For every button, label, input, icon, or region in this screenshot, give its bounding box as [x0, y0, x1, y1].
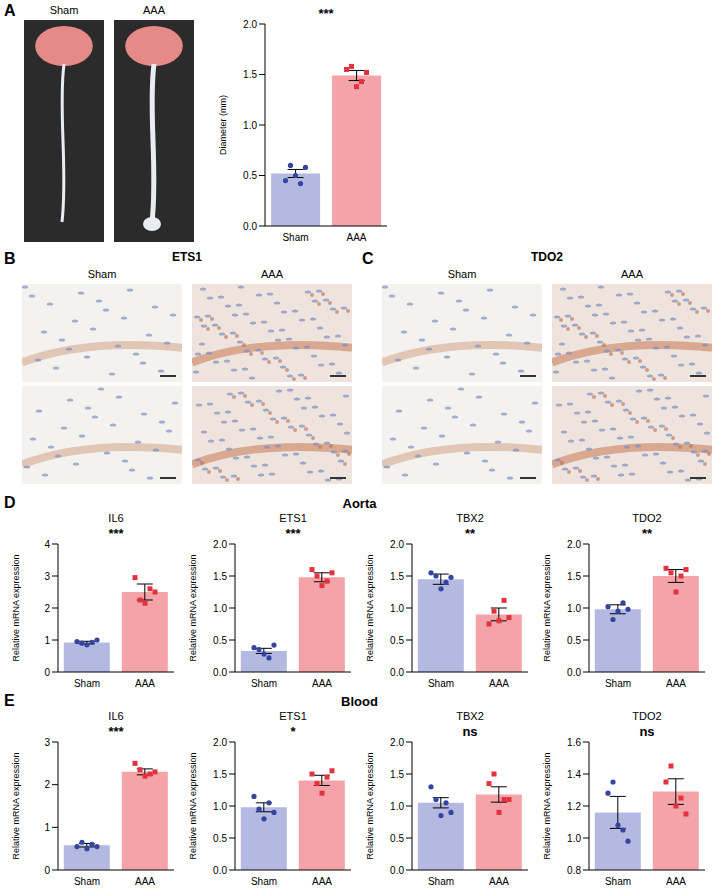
- html-text:TBX2: TBX2: [456, 710, 484, 722]
- svg-text:1.0: 1.0: [243, 120, 257, 131]
- html-text:Sham: Sham: [447, 268, 477, 280]
- html-text:IL6: IL6: [108, 512, 124, 524]
- svg-text:1.6: 1.6: [567, 737, 581, 748]
- svg-text:Sham: Sham: [251, 876, 277, 887]
- html-text:E: E: [4, 692, 15, 709]
- svg-text:1.5: 1.5: [390, 571, 404, 582]
- svg-text:AAA: AAA: [135, 678, 155, 689]
- svg-text:1.0: 1.0: [567, 833, 581, 844]
- svg-text:0.5: 0.5: [213, 833, 227, 844]
- svg-text:AAA: AAA: [489, 876, 509, 887]
- svg-text:Relative mRNA expression: Relative mRNA expression: [542, 554, 552, 661]
- svg-text:2.0: 2.0: [213, 737, 227, 748]
- svg-text:AAA: AAA: [312, 678, 332, 689]
- svg-text:2.0: 2.0: [243, 19, 257, 30]
- svg-text:Sham: Sham: [428, 678, 454, 689]
- svg-text:0.5: 0.5: [390, 833, 404, 844]
- svg-text:1.0: 1.0: [567, 603, 581, 614]
- svg-text:2: 2: [44, 603, 50, 614]
- svg-text:0.8: 0.8: [567, 865, 581, 876]
- svg-text:1: 1: [44, 635, 50, 646]
- svg-text:2.0: 2.0: [567, 539, 581, 550]
- svg-text:4: 4: [44, 539, 50, 550]
- svg-text:1: 1: [44, 822, 50, 833]
- svg-text:Sham: Sham: [282, 232, 308, 243]
- html-text:ETS1: ETS1: [279, 710, 307, 722]
- html-text:B: B: [4, 250, 16, 267]
- html-text:AAA: AAA: [621, 268, 643, 280]
- svg-text:AAA: AAA: [312, 876, 332, 887]
- html-text:ETS1: ETS1: [172, 250, 202, 264]
- svg-text:0: 0: [44, 667, 50, 678]
- svg-text:2.0: 2.0: [390, 539, 404, 550]
- svg-text:Relative mRNA expression: Relative mRNA expression: [188, 554, 198, 661]
- svg-text:Relative mRNA expression: Relative mRNA expression: [365, 554, 375, 661]
- svg-text:AAA: AAA: [489, 678, 509, 689]
- html-text:AAA: AAA: [143, 4, 165, 16]
- html-text:TBX2: TBX2: [456, 512, 484, 524]
- svg-text:0.0: 0.0: [213, 667, 227, 678]
- svg-text:Relative mRNA expression: Relative mRNA expression: [542, 752, 552, 859]
- svg-text:1.0: 1.0: [213, 801, 227, 812]
- html-text:TDO2: TDO2: [632, 512, 662, 524]
- svg-text:1.0: 1.0: [390, 801, 404, 812]
- svg-text:1.5: 1.5: [213, 571, 227, 582]
- svg-text:1.4: 1.4: [567, 769, 581, 780]
- svg-text:AAA: AAA: [666, 876, 686, 887]
- html-text:Aorta: Aorta: [342, 496, 377, 511]
- svg-text:3: 3: [44, 571, 50, 582]
- svg-text:2: 2: [44, 779, 50, 790]
- svg-text:1.5: 1.5: [243, 69, 257, 80]
- svg-text:0.5: 0.5: [567, 635, 581, 646]
- html-text:Sham: Sham: [87, 268, 117, 280]
- html-text:TDO2: TDO2: [531, 250, 563, 264]
- svg-text:AAA: AAA: [135, 876, 155, 887]
- svg-text:1.0: 1.0: [213, 603, 227, 614]
- svg-text:Relative mRNA expression: Relative mRNA expression: [365, 752, 375, 859]
- svg-text:1.5: 1.5: [213, 769, 227, 780]
- svg-text:1.2: 1.2: [567, 801, 581, 812]
- svg-text:2.0: 2.0: [390, 737, 404, 748]
- svg-text:0.0: 0.0: [390, 865, 404, 876]
- svg-text:Sham: Sham: [74, 678, 100, 689]
- html-text:C: C: [362, 250, 374, 267]
- svg-text:0.0: 0.0: [390, 667, 404, 678]
- svg-text:0.0: 0.0: [567, 667, 581, 678]
- html-text:TDO2: TDO2: [632, 710, 662, 722]
- html-text:IL6: IL6: [108, 710, 124, 722]
- svg-text:Relative mRNA expression: Relative mRNA expression: [11, 554, 21, 661]
- html-text:ETS1: ETS1: [279, 512, 307, 524]
- svg-text:1.0: 1.0: [390, 603, 404, 614]
- svg-text:0.0: 0.0: [243, 221, 257, 232]
- html-text:Sham: Sham: [49, 4, 79, 16]
- html-text:D: D: [4, 494, 16, 511]
- svg-text:1.5: 1.5: [390, 769, 404, 780]
- html-text:A: A: [4, 2, 16, 19]
- svg-text:Sham: Sham: [251, 678, 277, 689]
- svg-text:0.5: 0.5: [390, 635, 404, 646]
- svg-text:Sham: Sham: [605, 678, 631, 689]
- svg-text:AAA: AAA: [346, 232, 366, 243]
- svg-text:Sham: Sham: [74, 876, 100, 887]
- svg-text:0.0: 0.0: [213, 865, 227, 876]
- svg-text:Sham: Sham: [605, 876, 631, 887]
- html-text:ns: ns: [639, 724, 655, 739]
- svg-text:2.0: 2.0: [213, 539, 227, 550]
- svg-text:Relative mRNA expression: Relative mRNA expression: [11, 752, 21, 859]
- svg-text:Relative mRNA expression: Relative mRNA expression: [188, 752, 198, 859]
- svg-text:0: 0: [44, 865, 50, 876]
- svg-text:AAA: AAA: [666, 678, 686, 689]
- svg-text:Diameter (mm): Diameter (mm): [218, 95, 228, 155]
- html-text:Blood: Blood: [341, 694, 378, 709]
- svg-text:Sham: Sham: [428, 876, 454, 887]
- svg-text:1.5: 1.5: [567, 571, 581, 582]
- html-text:ns: ns: [462, 724, 478, 739]
- svg-text:3: 3: [44, 737, 50, 748]
- svg-text:0.5: 0.5: [213, 635, 227, 646]
- html-text:AAA: AAA: [261, 268, 283, 280]
- svg-text:0.5: 0.5: [243, 170, 257, 181]
